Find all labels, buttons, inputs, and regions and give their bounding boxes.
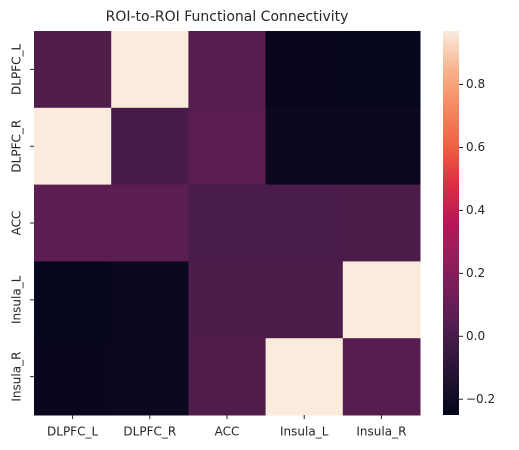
x-tick-label: ACC [215,425,240,439]
chart-title: ROI-to-ROI Functional Connectivity [106,9,349,25]
heatmap-cell [265,31,344,109]
heatmap-cell [265,107,344,186]
heatmap-cell [342,107,421,186]
heatmap-cell [111,261,189,339]
colorbar [443,31,459,415]
heatmap-cell [111,107,189,186]
colorbar-tick-label: 0.0 [466,329,485,343]
heatmap-cell [111,184,189,262]
colorbar-tick-label: −0.2 [466,392,495,406]
heatmap-cell [265,261,344,339]
heatmap-cell [111,31,189,109]
heatmap-cell [188,184,267,262]
heatmap-cell [188,107,267,186]
heatmap-cell [188,31,267,109]
heatmap-cell [265,338,344,416]
heatmap-cell [265,184,344,262]
y-tick-label: ACC [10,211,24,236]
colorbar-tick-label: 0.4 [466,203,485,217]
heatmap-cell [111,338,189,416]
heatmap-cell [34,31,112,109]
heatmap-cell [34,107,112,186]
heatmap-cell [342,184,421,262]
colorbar-tick-label: 0.8 [466,77,485,91]
colorbar-tick-label: 0.2 [466,266,485,280]
heatmap-cell [342,338,421,416]
heatmap-cell [34,261,112,339]
x-tick-label: Insula_R [356,425,406,439]
heatmap-cell [342,31,421,109]
heatmap-cell [342,261,421,339]
heatmap-cell [188,338,267,416]
x-tick-label: DLPFC_L [47,425,98,439]
x-tick-label: Insula_L [280,425,329,439]
y-tick-label: Insula_R [10,352,24,402]
heatmap-cell [188,261,267,339]
y-tick-label: DLPFC_L [10,44,24,95]
y-tick-label: Insula_L [10,275,24,324]
colorbar-tick-label: 0.6 [466,140,485,154]
x-tick-label: DLPFC_R [123,425,176,439]
heatmap-cell [34,338,112,416]
y-tick-label: DLPFC_R [10,120,24,173]
heatmap-cell [34,184,112,262]
